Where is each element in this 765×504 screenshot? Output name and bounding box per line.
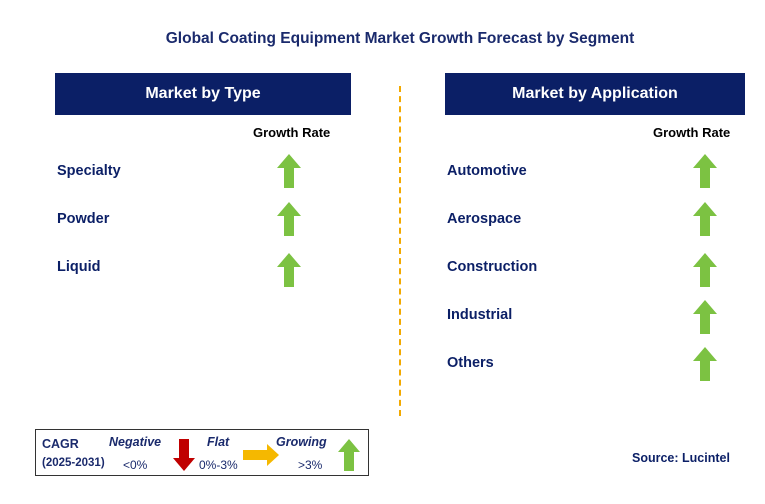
- arrow-down-icon: [173, 439, 195, 471]
- application-row-label: Construction: [447, 259, 538, 275]
- type-row-label: Liquid: [57, 259, 101, 275]
- application-growth-rate-label: Growth Rate: [653, 125, 731, 140]
- page-title: Global Coating Equipment Market Growth F…: [165, 30, 635, 47]
- application-row-label: Automotive: [447, 163, 527, 179]
- legend-negative-label: Negative: [109, 435, 162, 449]
- arrow-up-icon: [338, 439, 360, 471]
- arrow-up-icon: [693, 202, 717, 236]
- market-by-application-header-label: Market by Application: [512, 85, 678, 102]
- cagr-legend: CAGR (2025-2031) Negative <0% Flat 0%-3%…: [35, 429, 369, 476]
- application-row-label: Others: [447, 355, 494, 371]
- legend-flat-range: 0%-3%: [199, 458, 238, 472]
- market-by-type-header: Market by Type: [55, 73, 351, 115]
- arrow-right-icon: [243, 444, 279, 466]
- market-by-type-header-label: Market by Type: [145, 85, 261, 102]
- type-row-label: Specialty: [57, 163, 121, 179]
- application-row-label: Industrial: [447, 307, 513, 323]
- legend-flat-label: Flat: [207, 435, 230, 449]
- source-note: Source: Lucintel: [632, 451, 730, 465]
- type-growth-rate-label: Growth Rate: [253, 125, 331, 140]
- application-row-label: Aerospace: [447, 211, 522, 227]
- arrow-up-icon: [277, 154, 301, 188]
- panel-divider: [399, 86, 401, 416]
- legend-period: (2025-2031): [42, 457, 105, 469]
- arrow-up-icon: [277, 202, 301, 236]
- arrow-up-icon: [277, 253, 301, 287]
- arrow-up-icon: [693, 253, 717, 287]
- legend-cagr-label: CAGR: [42, 437, 79, 451]
- market-by-application-header: Market by Application: [445, 73, 745, 115]
- arrow-up-icon: [693, 154, 717, 188]
- legend-negative-range: <0%: [123, 458, 148, 472]
- type-row-label: Powder: [57, 211, 110, 227]
- arrow-up-icon: [693, 347, 717, 381]
- legend-growing-label: Growing: [276, 435, 327, 449]
- legend-growing-range: >3%: [298, 458, 323, 472]
- arrow-up-icon: [693, 300, 717, 334]
